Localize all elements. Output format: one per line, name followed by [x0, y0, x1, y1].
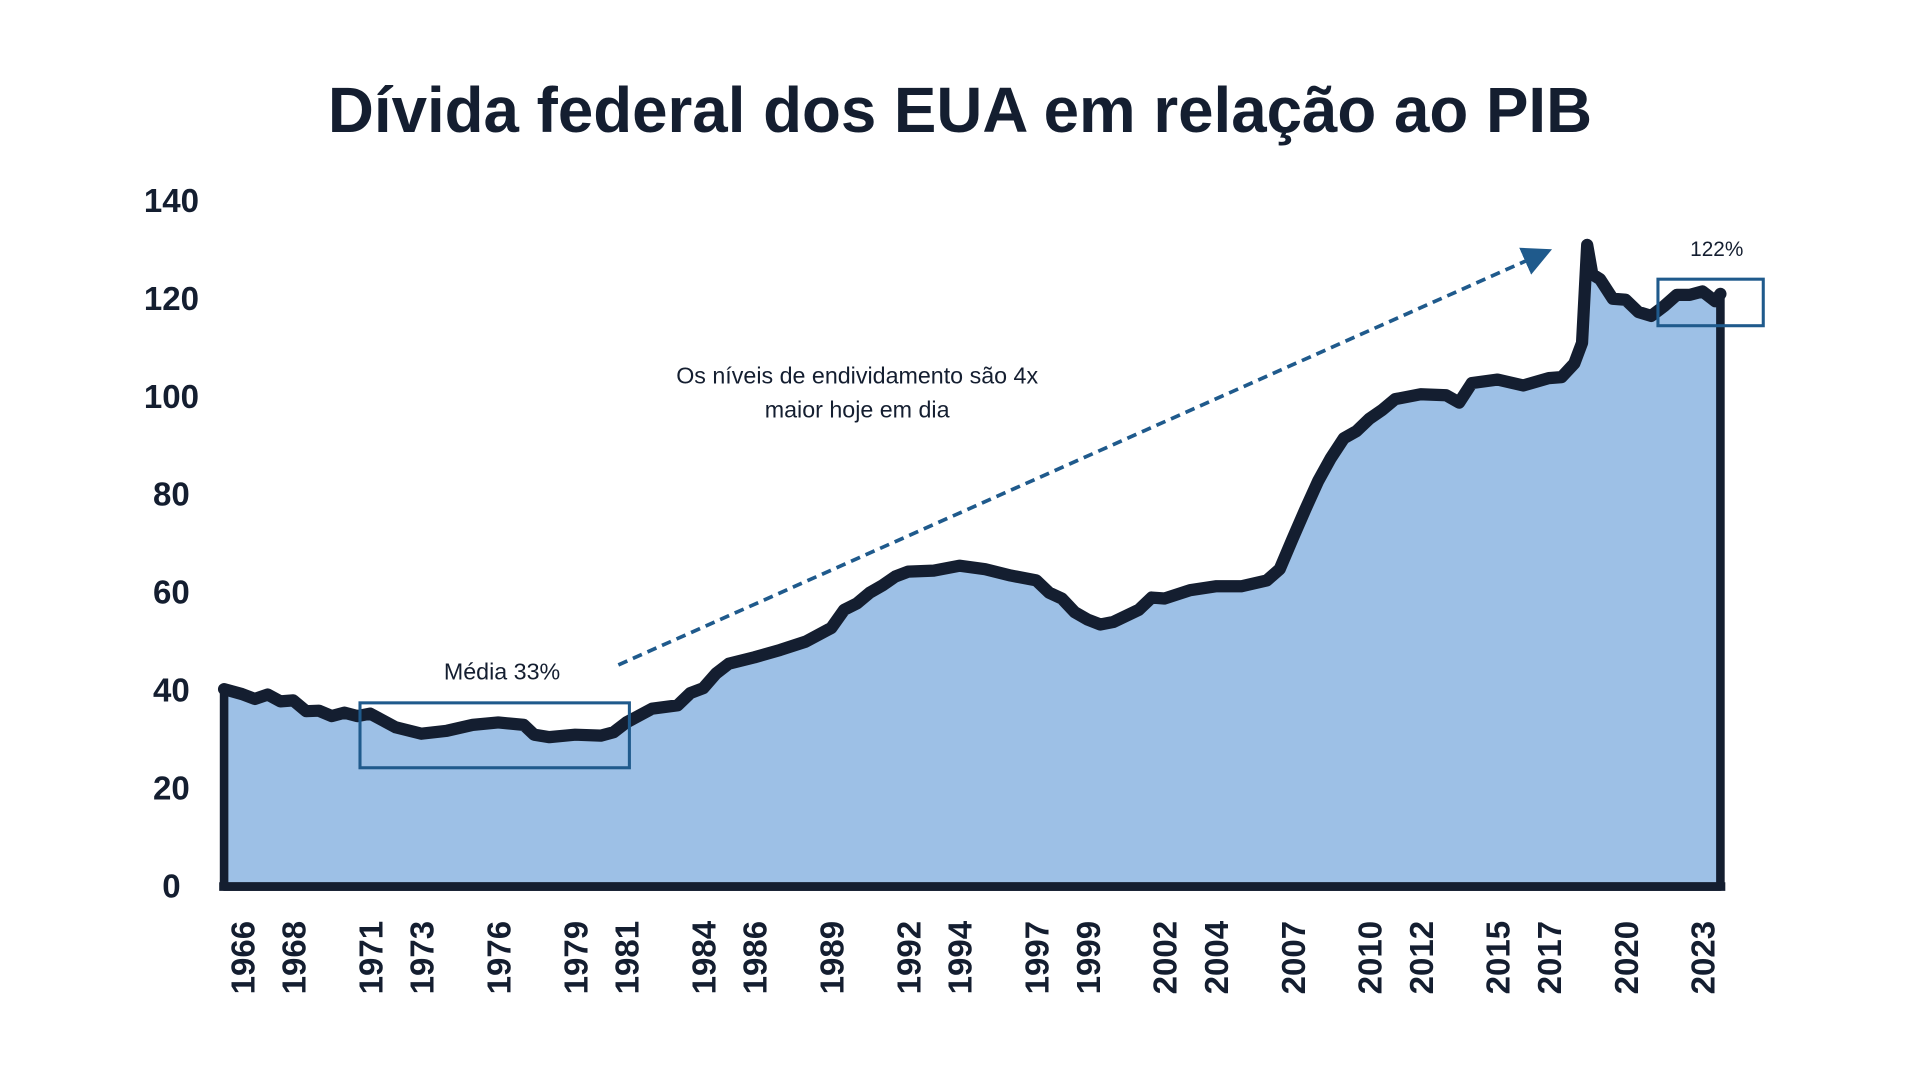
y-tick-label: 100	[144, 379, 199, 416]
y-tick-label: 140	[144, 183, 199, 220]
x-tick-label: 1971	[353, 921, 390, 995]
y-tick-label: 120	[144, 281, 199, 318]
y-tick-label: 0	[162, 869, 180, 906]
x-tick-label: 1973	[405, 921, 442, 995]
highlight-box	[358, 701, 631, 770]
x-tick-label: 1981	[610, 921, 647, 995]
x-tick-label: 1994	[943, 920, 980, 994]
y-tick-label: 60	[153, 575, 190, 612]
x-tick-label: 2015	[1481, 921, 1518, 995]
y-tick-label: 80	[153, 477, 190, 514]
x-tick-label: 2007	[1276, 921, 1313, 995]
x-tick-label: 1968	[277, 921, 314, 995]
x-tick-label: 1992	[891, 921, 928, 995]
x-tick-label: 1979	[558, 921, 595, 995]
x-tick-label: 1986	[738, 921, 775, 995]
annotation: 122%	[1690, 238, 1743, 261]
x-tick-label: 2012	[1404, 921, 1441, 995]
x-tick-label: 2010	[1353, 921, 1390, 995]
x-tick-label: 1976	[481, 921, 518, 995]
x-tick-label: 2002	[1148, 921, 1185, 995]
x-tick-label: 2020	[1609, 921, 1646, 995]
highlight-box	[1656, 277, 1765, 328]
y-tick-label: 20	[153, 771, 190, 808]
x-tick-label: 1966	[225, 921, 262, 995]
plot: 0 20 40 60 80 100 120 140 1966 1968 1971 1973 1976 19…	[144, 183, 1727, 995]
annotation: Média 33%	[444, 659, 560, 685]
line	[217, 238, 1727, 744]
x-tick-label: 2017	[1532, 921, 1569, 995]
x-tick-label: 1999	[1071, 921, 1108, 995]
annotation: maior hoje em dia	[765, 397, 950, 423]
x-tick-label: 2023	[1686, 921, 1723, 995]
x-tick-label: 1984	[686, 920, 723, 994]
trend-arrow	[617, 247, 1553, 667]
chart-title: Dívida federal dos EUA em relação ao PIB	[328, 75, 1592, 146]
annotation: Os níveis de endividamento são 4x	[676, 362, 1038, 388]
x-tick-label: 2004	[1199, 920, 1236, 994]
x-tick-label: 1989	[815, 921, 852, 995]
y-tick-label: 40	[153, 673, 190, 710]
x-tick-label: 1997	[1020, 921, 1057, 995]
